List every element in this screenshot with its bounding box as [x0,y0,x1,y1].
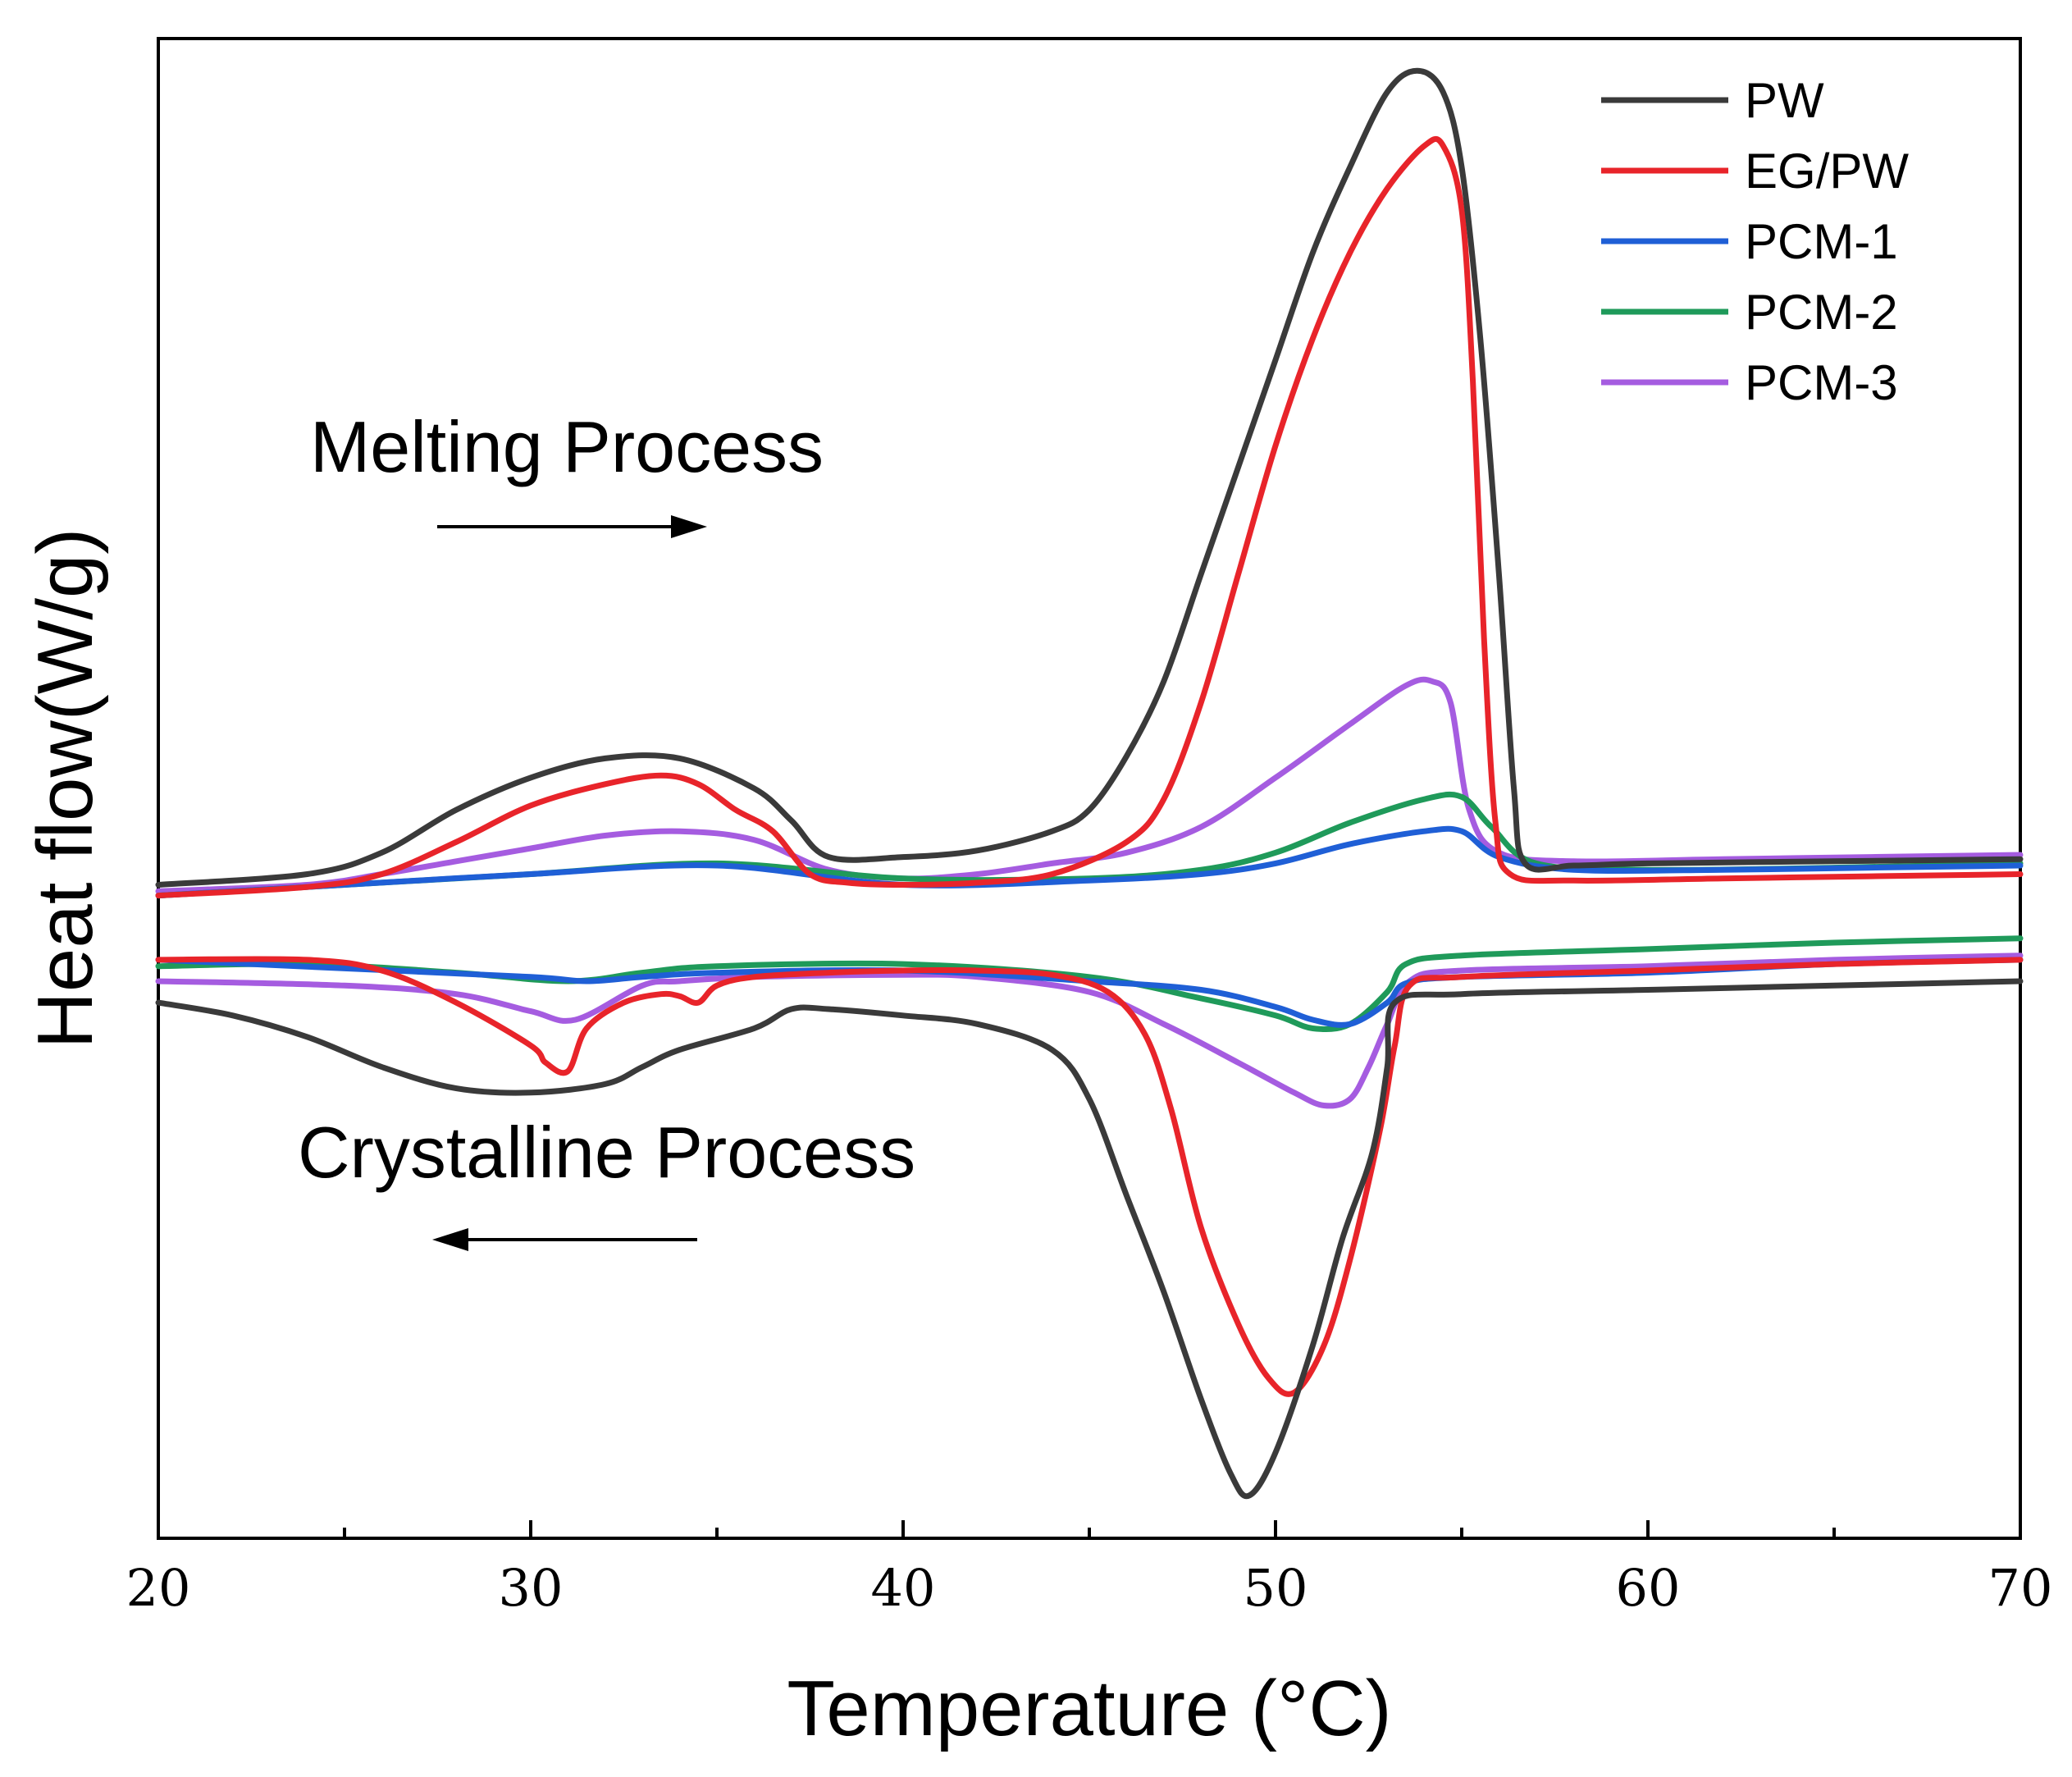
x-axis-ticks: 20 30 40 50 60 70 [126,1520,2053,1618]
series-pcm-1-heating-curve [155,825,2024,899]
melting-arrow-head [671,515,707,538]
series-pw-heating-curve [155,67,2024,888]
series-eg-pw-cooling-curve [155,956,2024,1397]
x-tick-label: 60 [1616,1558,1681,1618]
plot-frame [157,37,2022,1540]
legend-label-pw: PW [1745,73,1824,128]
legend-label-eg-pw: EG/PW [1745,144,1909,199]
y-axis-title: Heat flow(W/g) [21,528,109,1049]
legend: PW EG/PW PCM-1 PCM-2 PCM-3 [1601,73,1909,410]
crystalline-process-label: Crystalline Process [298,1112,915,1193]
legend-label-pcm-1: PCM-1 [1745,214,1898,269]
legend-label-pcm-3: PCM-3 [1745,355,1898,410]
series-curves [155,67,2024,1500]
x-tick-label: 20 [126,1558,191,1618]
series-pcm-3-cooling-curve [155,952,2024,1109]
legend-label-pcm-2: PCM-2 [1745,285,1898,340]
x-tick-label: 70 [1988,1558,2053,1618]
x-axis-title: Temperature (°C) [787,1665,1391,1752]
melting-process-label: Melting Process [310,406,824,487]
x-tick-label: 40 [871,1558,936,1618]
crystalline-arrow-head [432,1228,468,1251]
x-tick-label: 30 [499,1558,564,1618]
series-pcm-3-heating-curve [155,676,2024,894]
series-eg-pw-heating-curve [155,135,2024,899]
x-tick-label: 50 [1244,1558,1308,1618]
series-pw-cooling-curve [155,978,2024,1500]
